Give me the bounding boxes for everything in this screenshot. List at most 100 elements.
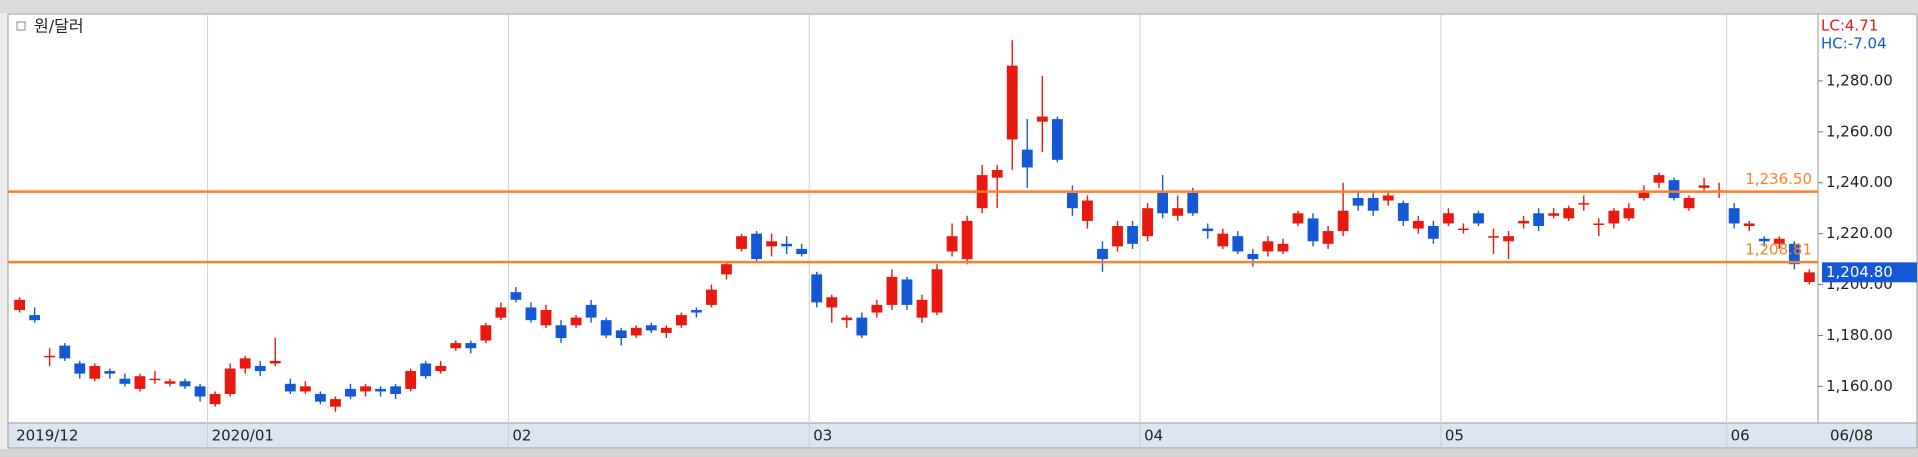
candle-body [1097,248,1108,260]
last-close-label: 1,204.80 [1826,263,1893,281]
candle-body [119,378,131,384]
x-tick-label: 02 [512,427,531,445]
candle-body [330,399,341,407]
candle-body [1036,116,1048,122]
candle-body [1412,220,1424,229]
candle-body [1503,236,1514,242]
x-tick-label: 2019/12 [16,427,78,445]
candle-body [450,343,462,349]
candle-body [1247,253,1259,260]
candle-body [420,363,432,377]
candle-body [1187,192,1199,214]
candle-body [886,276,898,305]
candle-body [1202,228,1214,232]
candle-body [1533,213,1545,226]
candle-body [1006,65,1018,140]
candle-body [1608,210,1620,224]
x-tick-label: 06 [1731,427,1750,445]
candle-body [254,365,266,372]
candle-body [239,358,251,369]
candle-body [89,365,101,379]
legend-icon [16,21,26,31]
candle-body [465,343,477,349]
candle-body [1638,190,1650,199]
candle-body [1488,236,1499,238]
candle-body [736,236,747,249]
candle-body [630,327,642,336]
candle-body [901,279,913,305]
candle-body [1548,213,1560,216]
candle-body [1518,220,1530,224]
candle-body [1773,238,1785,244]
candle-body [1217,233,1229,247]
candle-body [1142,208,1154,237]
hc-label: HC:-7.04 [1821,35,1887,53]
candle-body [1803,272,1815,282]
candle-body [1051,119,1063,160]
bottom-bar [0,449,1918,457]
candle-body [1728,208,1740,224]
candle-body [751,233,762,260]
last-date-label: 06/08 [1830,427,1873,445]
candle-body [540,309,552,326]
candle-body [1788,243,1800,265]
candle-body [1262,241,1274,252]
candle-body [1563,208,1575,219]
candle-body [59,345,71,359]
candle-body [209,393,221,405]
candle-body [585,304,597,318]
candle-body [1307,218,1319,242]
candle-body [299,386,311,392]
candle-body [510,292,522,300]
x-tick-label: 03 [813,427,832,445]
reference-line-label: 1,208.81 [1745,241,1812,259]
candle-body [495,307,507,318]
candle-body [345,388,356,397]
candle-body [44,355,56,358]
candle-body [1743,223,1755,226]
candle-body [721,264,732,275]
y-tick-label: 1,220.00 [1826,224,1893,242]
last-close-box [1822,262,1917,283]
candle-body [375,388,386,392]
candle-body [1232,236,1244,252]
candle-body [480,325,492,341]
candle-body [74,363,86,374]
reference-line-label: 1,236.50 [1745,170,1812,188]
candle-body [1322,231,1334,244]
candle-body [405,371,417,389]
candle-body [1458,228,1469,231]
y-tick-label: 1,260.00 [1826,122,1893,140]
y-tick-label: 1,180.00 [1826,326,1893,344]
candle-body [1427,225,1439,239]
candle-body [1352,198,1364,206]
candle-body [675,315,687,326]
plot-area [7,13,1819,424]
candle-body [690,309,702,313]
candle-body [1397,203,1409,221]
candle-body [1277,243,1289,252]
candle-body [1112,225,1123,247]
candle-body [1473,213,1484,224]
candle-body [1698,185,1710,188]
candle-body [390,386,402,394]
candle-body [1653,175,1665,183]
candle-body [946,236,958,252]
candle-body [224,368,236,394]
candle-body [766,241,778,247]
candle-body [269,360,281,364]
candle-body [1442,213,1454,224]
candle-body [931,269,943,313]
candle-body [179,381,191,387]
candle-body [164,381,176,384]
candle-body [1127,225,1138,244]
candle-body [435,365,447,372]
candle-body [1172,208,1184,216]
candle-body [525,307,537,321]
candle-body [29,315,41,321]
candle-body [1337,210,1349,232]
candle-body [570,317,582,326]
candle-body [1382,195,1394,201]
